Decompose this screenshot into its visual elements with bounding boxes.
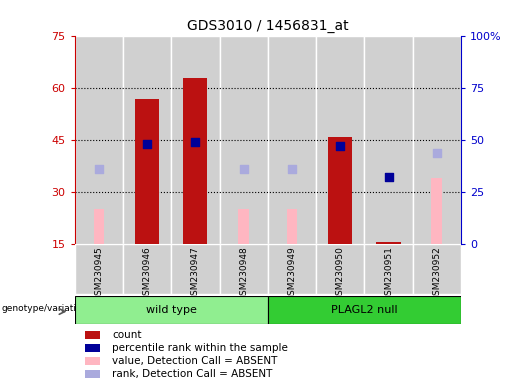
Bar (135, 99, 159, 244)
Bar (171, 36, 219, 244)
Bar (365, 36, 413, 244)
Bar (219, 244, 268, 294)
Bar (365, 244, 413, 294)
Bar (123, 244, 171, 294)
Point (239, 166, 248, 172)
Bar (432, 178, 442, 244)
Text: GSM230951: GSM230951 (384, 247, 393, 301)
Point (384, 174, 392, 180)
Bar (287, 209, 297, 244)
Bar (85, 369, 100, 378)
Text: GSM230945: GSM230945 (94, 247, 104, 301)
Text: value, Detection Call = ABSENT: value, Detection Call = ABSENT (112, 356, 278, 366)
Bar (238, 209, 249, 244)
Text: wild type: wild type (146, 305, 197, 315)
Point (433, 149, 441, 156)
Bar (328, 137, 352, 244)
Bar (268, 244, 316, 294)
Text: GSM230950: GSM230950 (336, 247, 345, 301)
Point (143, 141, 151, 147)
Text: percentile rank within the sample: percentile rank within the sample (112, 343, 288, 353)
Bar (268, 296, 461, 324)
Title: GDS3010 / 1456831_at: GDS3010 / 1456831_at (187, 19, 349, 33)
Bar (171, 244, 219, 294)
Text: GSM230947: GSM230947 (191, 247, 200, 301)
Bar (316, 244, 365, 294)
Text: count: count (112, 330, 142, 340)
Point (336, 143, 345, 149)
Bar (183, 78, 208, 244)
Bar (94, 209, 104, 244)
Bar (85, 331, 100, 339)
Text: GSM230952: GSM230952 (432, 247, 441, 301)
Bar (413, 36, 461, 244)
Point (288, 166, 296, 172)
Bar (75, 296, 268, 324)
Text: genotype/variation: genotype/variation (2, 304, 88, 313)
Text: rank, Detection Call = ABSENT: rank, Detection Call = ABSENT (112, 369, 272, 379)
Text: GSM230946: GSM230946 (143, 247, 151, 301)
Bar (413, 244, 461, 294)
Bar (268, 36, 316, 244)
Bar (75, 36, 123, 244)
Bar (75, 244, 123, 294)
Bar (219, 36, 268, 244)
Bar (85, 357, 100, 365)
Bar (316, 36, 365, 244)
Bar (85, 344, 100, 352)
Bar (376, 242, 401, 244)
Point (95, 166, 103, 172)
Point (191, 139, 199, 145)
Bar (123, 36, 171, 244)
Text: GSM230948: GSM230948 (239, 247, 248, 301)
Text: GSM230949: GSM230949 (287, 247, 297, 301)
Text: PLAGL2 null: PLAGL2 null (331, 305, 398, 315)
